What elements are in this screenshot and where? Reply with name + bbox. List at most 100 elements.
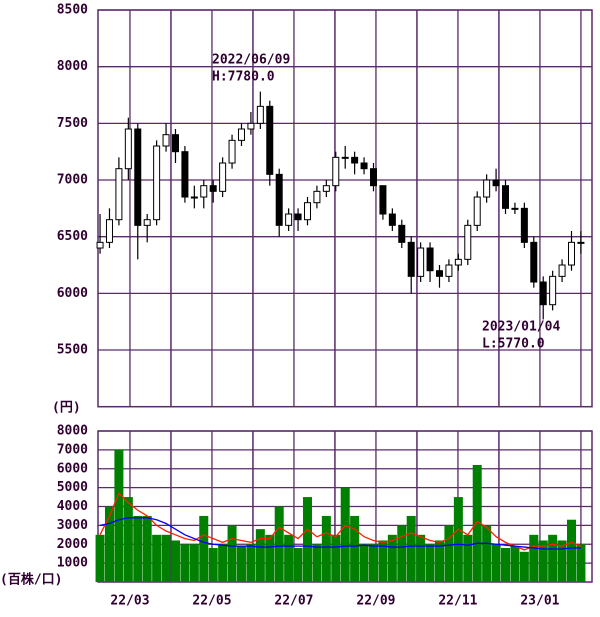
candle-body bbox=[520, 207, 528, 243]
candle-body bbox=[332, 156, 340, 187]
candle-body bbox=[162, 134, 170, 147]
annotation: 2022/06/09 bbox=[212, 53, 290, 68]
volume-bar bbox=[218, 544, 228, 582]
candle-body bbox=[568, 241, 576, 266]
x-tick-label: 22/07 bbox=[274, 594, 313, 609]
volume-bar bbox=[236, 546, 246, 582]
volume-bar bbox=[463, 534, 473, 582]
volume-bar bbox=[557, 540, 567, 582]
candle-body bbox=[285, 213, 293, 226]
candle-body bbox=[379, 185, 387, 215]
candle-body bbox=[492, 179, 500, 187]
volume-bar bbox=[519, 551, 529, 582]
volume-bar bbox=[293, 548, 303, 582]
candle-body bbox=[96, 241, 104, 249]
candle-body bbox=[200, 185, 208, 198]
volume-bar bbox=[397, 525, 407, 582]
candle-body bbox=[445, 264, 453, 277]
y-axis-label: (円) bbox=[52, 401, 81, 416]
volume-bar bbox=[567, 519, 577, 582]
candle-body bbox=[530, 241, 538, 283]
x-tick-label: 22/11 bbox=[438, 594, 477, 609]
volume-bar bbox=[170, 540, 180, 582]
volume-bar bbox=[387, 534, 397, 582]
candle-body bbox=[501, 185, 509, 209]
volume-bar bbox=[472, 464, 482, 582]
candle-body bbox=[454, 258, 462, 266]
volume-bar bbox=[180, 544, 190, 582]
candle-body bbox=[153, 145, 161, 221]
candle-body bbox=[464, 224, 472, 260]
volume-bar bbox=[350, 515, 360, 582]
y-axis-label: (百株/口) bbox=[0, 572, 62, 588]
candle-body bbox=[115, 168, 123, 221]
candle-body bbox=[303, 202, 311, 221]
volume-bar bbox=[425, 544, 435, 582]
y-tick-label: 8500 bbox=[57, 3, 88, 18]
candle-body bbox=[181, 151, 189, 198]
candle-body bbox=[483, 179, 491, 198]
y-tick-label: 8000 bbox=[57, 59, 88, 74]
volume-bar bbox=[246, 544, 256, 582]
volume-bar bbox=[302, 497, 312, 582]
candle-body bbox=[426, 247, 434, 272]
candle-body bbox=[435, 270, 443, 277]
candle-body bbox=[511, 207, 519, 210]
x-tick-label: 22/09 bbox=[356, 594, 395, 609]
y-tick-label: 4000 bbox=[57, 499, 88, 514]
y-tick-label: 3000 bbox=[57, 518, 88, 533]
candle-body bbox=[143, 219, 151, 226]
volume-bar bbox=[104, 506, 114, 582]
volume-bar bbox=[284, 534, 294, 582]
volume-bar bbox=[576, 544, 586, 582]
candle-body bbox=[294, 213, 302, 221]
candle-body bbox=[266, 105, 274, 175]
candle-body bbox=[322, 185, 330, 192]
volume-bar bbox=[359, 544, 369, 582]
y-tick-label: 7000 bbox=[57, 173, 88, 188]
volume-bar bbox=[274, 506, 284, 582]
candle-body bbox=[228, 139, 236, 164]
volume-bar bbox=[500, 548, 510, 582]
candle-body bbox=[209, 185, 217, 192]
volume-bar bbox=[482, 525, 492, 582]
annotation: 2023/01/04 bbox=[482, 320, 560, 335]
volume-bar bbox=[199, 515, 209, 582]
y-tick-label: 8000 bbox=[57, 424, 88, 439]
candle-body bbox=[577, 241, 585, 244]
y-tick-label: 1000 bbox=[57, 556, 88, 571]
plot-frame bbox=[97, 9, 593, 408]
volume-bar bbox=[378, 540, 388, 582]
candle-body bbox=[313, 190, 321, 204]
volume-bar bbox=[331, 534, 341, 582]
volume-bar bbox=[142, 515, 152, 582]
volume-bar bbox=[548, 534, 558, 582]
volume-bar bbox=[453, 497, 463, 582]
candle-body bbox=[558, 264, 566, 277]
candle-body bbox=[190, 196, 198, 199]
volume-bar bbox=[434, 540, 444, 582]
annotation: L:5770.0 bbox=[482, 337, 545, 352]
candle-body bbox=[171, 134, 179, 153]
candle-body bbox=[247, 122, 255, 130]
candle-body bbox=[256, 105, 264, 124]
y-tick-label: 7000 bbox=[57, 442, 88, 457]
candle-body bbox=[134, 128, 142, 226]
candle-body bbox=[369, 168, 377, 187]
candle-body bbox=[237, 128, 245, 141]
volume-bar bbox=[255, 529, 265, 582]
candle-body bbox=[341, 156, 349, 159]
volume-bar bbox=[406, 515, 416, 582]
volume-bar bbox=[133, 515, 143, 582]
moving-average-line bbox=[99, 492, 582, 551]
candle-body bbox=[398, 224, 406, 243]
candle-body bbox=[388, 213, 396, 226]
volume-bar bbox=[340, 487, 350, 582]
candle-body bbox=[105, 219, 113, 243]
volume-bar bbox=[510, 546, 520, 582]
volume-bar bbox=[152, 534, 162, 582]
y-tick-label: 2000 bbox=[57, 537, 88, 552]
candle-body bbox=[407, 241, 415, 277]
volume-bar bbox=[114, 449, 124, 582]
volume-bar bbox=[227, 525, 237, 582]
